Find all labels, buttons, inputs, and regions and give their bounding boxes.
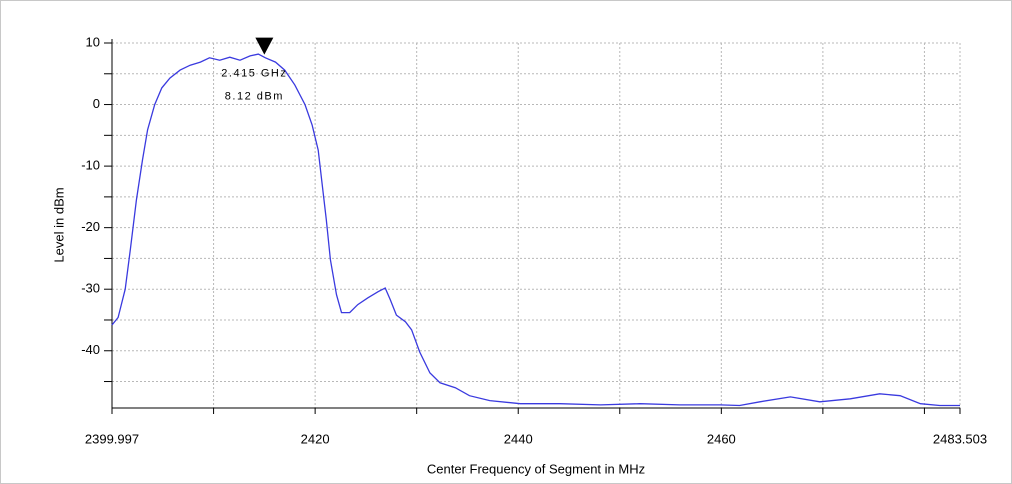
y-tick-label: -30 (81, 281, 100, 296)
marker-label: 8.12 dBm (225, 90, 284, 102)
marker-label: 2.415 GHz (221, 67, 287, 79)
peak-marker (255, 37, 274, 55)
x-axis-label: Center Frequency of Segment in MHz (427, 461, 645, 476)
y-tick-label: -20 (81, 219, 100, 234)
y-tick-label: 0 (93, 96, 100, 111)
y-axis-label: Level in dBm (51, 187, 66, 262)
x-tick-label: 2440 (504, 431, 533, 446)
y-tick-label: -10 (81, 158, 100, 173)
x-tick-label: 2399.997 (85, 431, 139, 446)
x-tick-label: 2483.503 (933, 431, 987, 446)
y-tick-label: 10 (86, 34, 100, 49)
y-tick-label: -40 (81, 342, 100, 357)
x-tick-label: 2460 (707, 431, 736, 446)
trace-line (111, 53, 960, 407)
x-tick-label: 2420 (301, 431, 330, 446)
